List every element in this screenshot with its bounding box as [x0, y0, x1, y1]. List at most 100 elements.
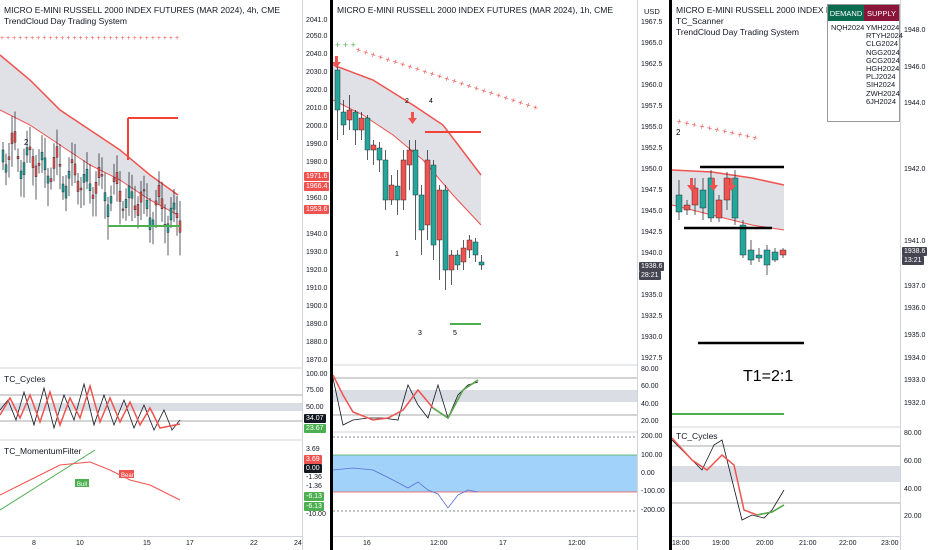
candle-body [683, 204, 691, 211]
candle-body [34, 165, 38, 177]
mom-tag-d: -6.13 [304, 492, 324, 501]
candle-body [127, 185, 131, 199]
candle-body [106, 204, 110, 217]
candle-body [406, 149, 413, 166]
candle-body [142, 189, 146, 192]
candle-body [346, 109, 353, 121]
candle-body [691, 187, 699, 206]
candle-body [340, 111, 347, 126]
countdown-tag-5m: 13:21 [902, 256, 924, 265]
candle-body [67, 170, 71, 179]
candle-body [376, 147, 383, 161]
price-tag-high: 1971.6 [304, 172, 330, 181]
candle-body [139, 191, 143, 203]
candle-body [175, 213, 179, 218]
price-axis-4h[interactable]: 2041.0 2050.0 2040.0 2030.0 2020.0 2010.… [302, 0, 330, 550]
pane-divider[interactable] [330, 0, 333, 550]
mom-tag-b: 0.00 [304, 464, 322, 473]
candle-body [64, 185, 68, 199]
candle-body [352, 111, 359, 131]
indicator-label-5m[interactable]: TrendCloud Day Trading System [676, 27, 799, 37]
cycles-label-4h[interactable]: TC_Cycles [4, 374, 46, 384]
cycles-tag-b: 23.67 [304, 424, 326, 433]
svg-text:+ + + + + + + + + + +: + + + + + + + + + + + [676, 116, 759, 143]
price-axis-1h[interactable]: USD 1967.5 1965.0 1962.5 1960.0 1957.5 1… [637, 0, 671, 550]
candle-body [166, 223, 170, 233]
candle-body [154, 200, 158, 206]
candle-body [115, 172, 119, 184]
price-axis-5m[interactable]: 1948.0 1946.0 1944.0 1942.0 1941.0 1938.… [900, 0, 932, 550]
price-tag-mid: 1966.4 [304, 182, 330, 191]
candle-body [771, 251, 779, 261]
supply-header[interactable]: SUPPLY [864, 5, 899, 21]
pane-divider-2[interactable] [669, 0, 672, 550]
cycles-label-5m[interactable]: TC_Cycles [676, 431, 718, 441]
momentum-label-4h[interactable]: TC_MomentumFilter [4, 446, 82, 456]
candle-body [22, 162, 26, 175]
candle-body [747, 249, 755, 261]
scanner-table[interactable]: DEMAND SUPPLY NQH2024 YMH2024 RTYH2024 C… [827, 4, 903, 122]
candle-body [46, 175, 50, 184]
candle-body [118, 190, 122, 202]
candle-body [442, 189, 449, 271]
price-tag-1h: 1938.6 [639, 262, 665, 271]
cycles-tag-a: 34.07 [304, 414, 326, 423]
candle-body [755, 254, 763, 259]
svg-text:2: 2 [405, 98, 409, 105]
candle-body [85, 168, 89, 182]
chart-title-1h: MICRO E-MINI RUSSELL 2000 INDEX FUTURES … [337, 5, 614, 15]
candle-body [7, 156, 11, 160]
candle-body [97, 167, 101, 178]
candle-body [364, 117, 371, 151]
price-tag-low: 1953.6 [304, 205, 330, 214]
candle-body [19, 170, 23, 179]
candles-1h: + + + + + + + + + + + + + + + + + + + + … [333, 40, 637, 512]
candle-body [94, 182, 98, 194]
candle-body [73, 163, 77, 176]
candle-body [382, 159, 389, 201]
candle-body [763, 249, 771, 266]
chart-pane-1h[interactable]: + + + + + + + + + + + + + + + + + + + + … [333, 0, 637, 550]
candle-body [1, 149, 5, 163]
svg-text:4: 4 [429, 98, 433, 105]
candle-body [100, 174, 104, 177]
candle-body [358, 117, 365, 131]
candle-body [699, 189, 707, 209]
candle-body [25, 147, 29, 156]
time-axis-4h[interactable]: 8 10 15 17 22 24 [0, 536, 302, 550]
candle-body [172, 202, 176, 210]
candle-body [76, 180, 80, 192]
candle-body [739, 224, 747, 256]
candle-body [448, 254, 455, 271]
chart-pane-5m[interactable]: + + + + + + + + + + + 2 MICRO E-MINI RUS… [672, 0, 900, 550]
candle-body [466, 239, 473, 251]
candle-body [112, 177, 116, 182]
candle-body [723, 177, 731, 201]
candle-body [13, 131, 17, 143]
svg-text:1: 1 [395, 251, 399, 258]
mom-tag-e: -6.13 [304, 502, 324, 511]
time-axis-1h[interactable]: 16 12:00 17 12:00 [333, 536, 637, 550]
candle-body [675, 194, 683, 213]
candle-body [82, 174, 86, 183]
candle-body [148, 217, 152, 230]
svg-text:3: 3 [418, 330, 422, 337]
candle-body [370, 144, 377, 151]
trail-markers: + + + + + + + + + + + + + + + + + + + + … [0, 35, 179, 42]
candle-body [707, 177, 715, 219]
indicator-label-4h[interactable]: TrendCloud Day Trading System [4, 16, 127, 26]
candle-body [436, 189, 443, 241]
candle-body [70, 159, 74, 164]
candle-body [16, 156, 20, 160]
svg-text:+ + + + + + + + + + + + + + +: + + + + + + + + + + + + + + + + + + + + … [0, 35, 179, 42]
candles-4h: + + + + + + + + + + + + + + + + + + + + … [0, 35, 302, 511]
scanner-label[interactable]: TC_Scanner [676, 16, 724, 26]
demand-header[interactable]: DEMAND [828, 5, 864, 21]
candle-body [103, 192, 107, 202]
demand-list: NQH2024 [831, 23, 865, 32]
svg-text:Bear: Bear [121, 473, 134, 479]
chart-pane-4h[interactable]: + + + + + + + + + + + + + + + + + + + + … [0, 0, 302, 550]
svg-text:Bull: Bull [77, 482, 87, 488]
candle-body [169, 207, 173, 221]
time-axis-5m[interactable]: 18:00 19:00 20:00 21:00 22:00 23:00 [672, 536, 900, 550]
